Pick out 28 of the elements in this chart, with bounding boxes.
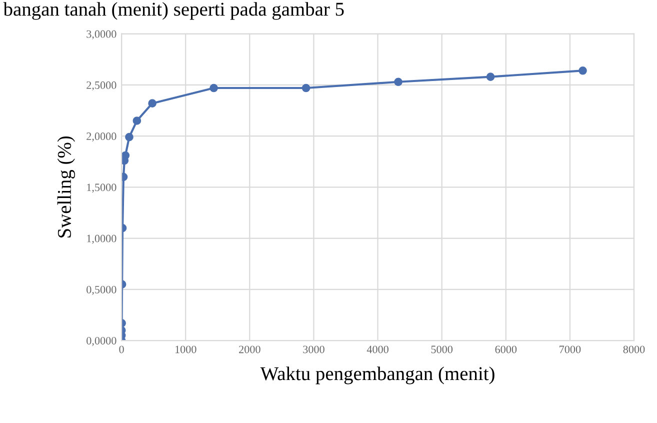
x-tick-label: 5000 [431, 346, 453, 354]
point [210, 84, 218, 92]
point [125, 132, 134, 142]
y-tick-label: 0,0000 [86, 336, 116, 346]
y-tick-label: 1,0000 [87, 234, 116, 244]
x-tick-label: 7000 [560, 346, 581, 354]
x-tick-label: 4000 [366, 346, 388, 354]
point [394, 78, 402, 86]
point [148, 99, 156, 108]
y-tick-label: 2,0000 [86, 132, 116, 142]
point [486, 72, 495, 81]
x-axis-title: Waktu pengembangan (menit) [260, 366, 494, 384]
y-tick-label: 2,5000 [86, 81, 116, 91]
text: bangan tanah (menit) seperti pada gambar 5 [3, 2, 344, 20]
point [132, 116, 142, 125]
point [122, 151, 130, 160]
x-tick-label: 6000 [495, 346, 517, 354]
x-tick-label: 2000 [239, 346, 260, 354]
y-tick-label: 3,0000 [86, 30, 116, 40]
point [302, 84, 310, 92]
x-tick-label: 1000 [175, 346, 196, 354]
x-tick-label: 0 [119, 346, 124, 354]
x-tick-label: 3000 [303, 346, 324, 354]
y-tick-label: 1,5000 [87, 184, 116, 193]
y-axis-title: Swelling (%) [57, 136, 76, 238]
y-tick-label: 0,5000 [86, 286, 116, 295]
point [578, 66, 587, 75]
x-tick-label: 8000 [623, 346, 645, 354]
